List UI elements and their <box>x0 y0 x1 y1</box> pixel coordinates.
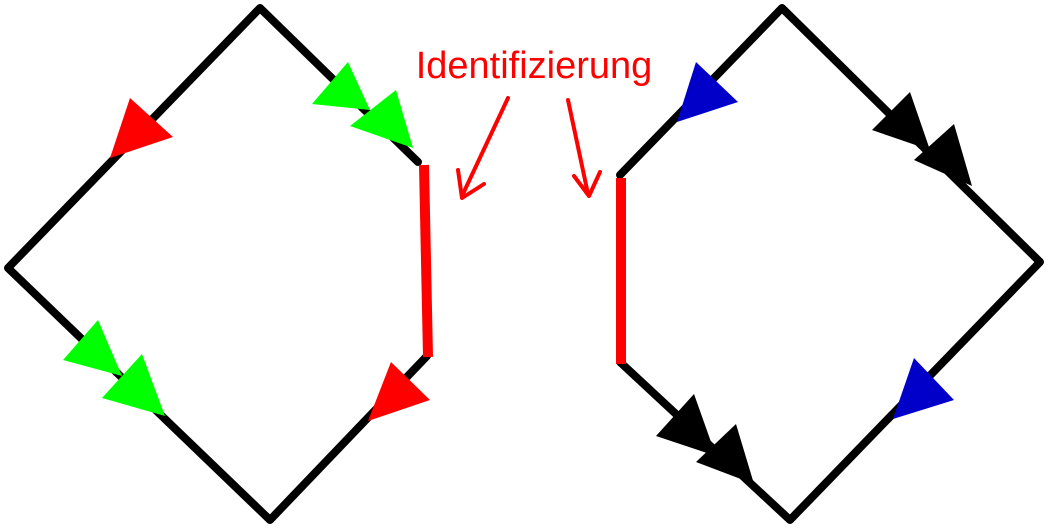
right-black-double-arrow-lower-2 <box>696 424 754 484</box>
left-red-arrow-lower <box>368 362 430 421</box>
right-black-double-arrow-upper-1 <box>872 92 930 150</box>
right-black-double-arrow-lower-1 <box>656 394 716 456</box>
left-polygon-outline <box>4 4 431 524</box>
left-green-double-arrow-upper-2 <box>350 90 413 148</box>
right-pointer-arrow <box>566 98 602 198</box>
left-green-double-arrow-upper-1 <box>312 62 370 110</box>
left-red-arrow-upper <box>110 98 173 158</box>
left-glued-edge <box>419 164 433 358</box>
left-green-double-arrow-lower-1 <box>63 320 122 376</box>
identification-label: Identifizierung <box>416 45 653 87</box>
left-pointer-arrow <box>456 96 510 200</box>
right-blue-arrow-lower <box>893 358 954 419</box>
right-blue-arrow-upper <box>677 62 738 122</box>
right-black-double-arrow-upper-2 <box>914 124 972 186</box>
left-green-double-arrow-lower-2 <box>102 354 165 416</box>
